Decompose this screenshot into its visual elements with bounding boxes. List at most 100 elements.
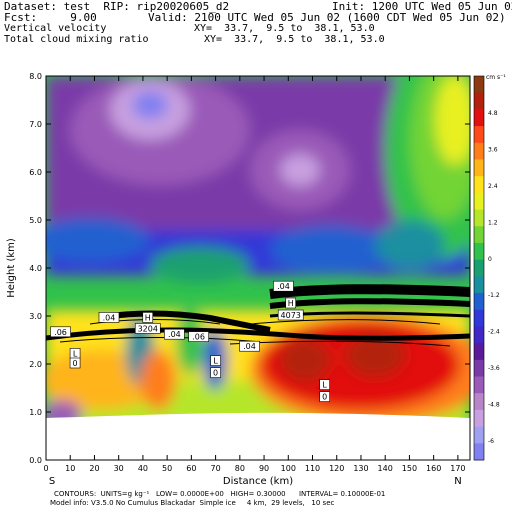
colorbar-swatch [474, 259, 484, 277]
x-tick-label: 110 [305, 464, 320, 473]
x-tick-label: 90 [259, 464, 269, 473]
x-tick-label: 150 [402, 464, 417, 473]
x-tick-label: 70 [211, 464, 221, 473]
x-tick-label: 30 [114, 464, 124, 473]
colorbar-label: 3.6 [488, 146, 498, 153]
x-tick-label: 10 [65, 464, 75, 473]
init-label: Init: 1200 UTC Wed 05 Jun 02 [332, 0, 512, 13]
contour-label: .06 [192, 333, 205, 342]
x-tick-label: 100 [281, 464, 296, 473]
colorbar-label: -2.4 [488, 329, 500, 336]
contour-label-box [188, 331, 209, 342]
colorbar-units: cm s⁻¹ [486, 74, 506, 81]
y-tick-label: 5.0 [29, 216, 42, 225]
contour-label: 4073 [281, 311, 301, 320]
x-axis-right-end: N [454, 476, 461, 487]
contour-label: .06 [54, 328, 67, 337]
x-tick-label: 140 [378, 464, 393, 473]
colorbar-swatch [474, 126, 484, 144]
x-axis-left-end: S [49, 476, 55, 487]
y-tick-label: 1.0 [29, 408, 42, 417]
fcst-label: Fcst: 9.00 [4, 11, 97, 24]
contour-label-box [285, 297, 297, 309]
contour-label: .04 [168, 330, 181, 339]
colorbar-swatch [474, 276, 484, 294]
colorbar-swatch [474, 376, 484, 394]
colorbar-swatch [474, 76, 484, 94]
y-axis: 0.0 1.0 2.0 3.0 4.0 5.0 6.0 7.0 8.0 [29, 72, 470, 465]
y-tick-label: 6.0 [29, 168, 42, 177]
contour-label-box [69, 357, 81, 369]
contour-label: 0 [322, 393, 327, 402]
contour-label: L [322, 381, 327, 390]
colorbar-swatch [474, 293, 484, 311]
contour-label-box [50, 326, 71, 338]
contour-label-box [239, 340, 260, 352]
plot-field [46, 76, 470, 460]
contour-label: .04 [243, 342, 256, 351]
x-tick-label: 20 [89, 464, 99, 473]
contour-label-box [142, 312, 154, 323]
colorbar-swatch [474, 209, 484, 227]
contour-label: L [73, 349, 78, 358]
colorbar-swatch [474, 226, 484, 244]
contour-label: L [213, 357, 218, 366]
x-tick-label: 170 [450, 464, 465, 473]
colorbar-swatch [474, 343, 484, 361]
contour-label-box [273, 280, 294, 292]
x-tick-label: 60 [186, 464, 196, 473]
contour-label: 0 [73, 359, 78, 368]
field1-label: Vertical velocity [4, 23, 107, 34]
contour-label: 0 [213, 369, 218, 378]
colorbar-label: 0 [488, 256, 492, 263]
xy2-label: XY= 33.7, 9.5 to 38.1, 53.0 [204, 34, 385, 45]
y-tick-label: 8.0 [29, 72, 42, 81]
x-axis-label: Distance (km) [223, 476, 293, 487]
y-tick-label: 2.0 [29, 360, 42, 369]
y-tick-label: 3.0 [29, 312, 42, 321]
x-tick-label: 130 [353, 464, 368, 473]
dataset-label: Dataset: test RIP: rip20020605_d2 [4, 0, 230, 13]
colorbar-swatch [474, 393, 484, 411]
x-tick-label: 50 [162, 464, 172, 473]
colorbar-label: -4.8 [488, 402, 500, 409]
colorbar-swatch [474, 309, 484, 327]
xy1-label: XY= 33.7, 9.5 to 38.1, 53.0 [194, 23, 375, 34]
colorbar-label: 2.4 [488, 183, 498, 190]
colorbar-swatch [474, 242, 484, 261]
colorbar: 4.8 3.6 2.4 1.2 0 -1.2 -2.4 -3.6 -4.8 -6 [473, 75, 500, 461]
contour-label: .04 [103, 313, 116, 322]
contour-label-box [98, 312, 120, 323]
x-tick-label: 0 [43, 464, 48, 473]
contour-label-box [210, 367, 221, 378]
contour-label-box [319, 379, 330, 390]
colorbar-swatch [474, 326, 484, 344]
colorbar-swatch [474, 176, 484, 194]
y-tick-label: 0.0 [29, 456, 42, 465]
colorbar-swatch [474, 409, 484, 428]
y-tick-label: 7.0 [29, 120, 42, 129]
colorbar-label: 4.8 [488, 110, 498, 117]
valid-label: Valid: 2100 UTC Wed 05 Jun 02 (1600 CDT … [148, 11, 506, 24]
x-tick-label: 80 [235, 464, 245, 473]
y-axis-label: Height (km) [6, 238, 17, 298]
contour-label: H [145, 313, 151, 322]
contour-label: 3204 [138, 324, 158, 333]
colorbar-frame [473, 75, 485, 461]
colorbar-label: -1.2 [488, 292, 500, 299]
footer-contours: CONTOURS: UNITS=g kg⁻¹ LOW= 0.0000E+00 H… [54, 490, 386, 498]
colorbar-label: 1.2 [488, 219, 498, 226]
colorbar-label: -3.6 [488, 365, 500, 372]
contour-label: .04 [277, 282, 290, 291]
contour-label-box [134, 323, 161, 334]
x-tick-label: 40 [138, 464, 148, 473]
y-tick-label: 4.0 [29, 264, 42, 273]
colorbar-swatch [474, 426, 484, 444]
contour-label-box [210, 355, 221, 366]
colorbar-swatch [474, 142, 484, 160]
x-tick-label: 120 [329, 464, 344, 473]
colorbar-swatch [474, 192, 484, 211]
footer-model-info: Model info: V3.5.0 No Cumulus Blackadar … [50, 499, 335, 507]
